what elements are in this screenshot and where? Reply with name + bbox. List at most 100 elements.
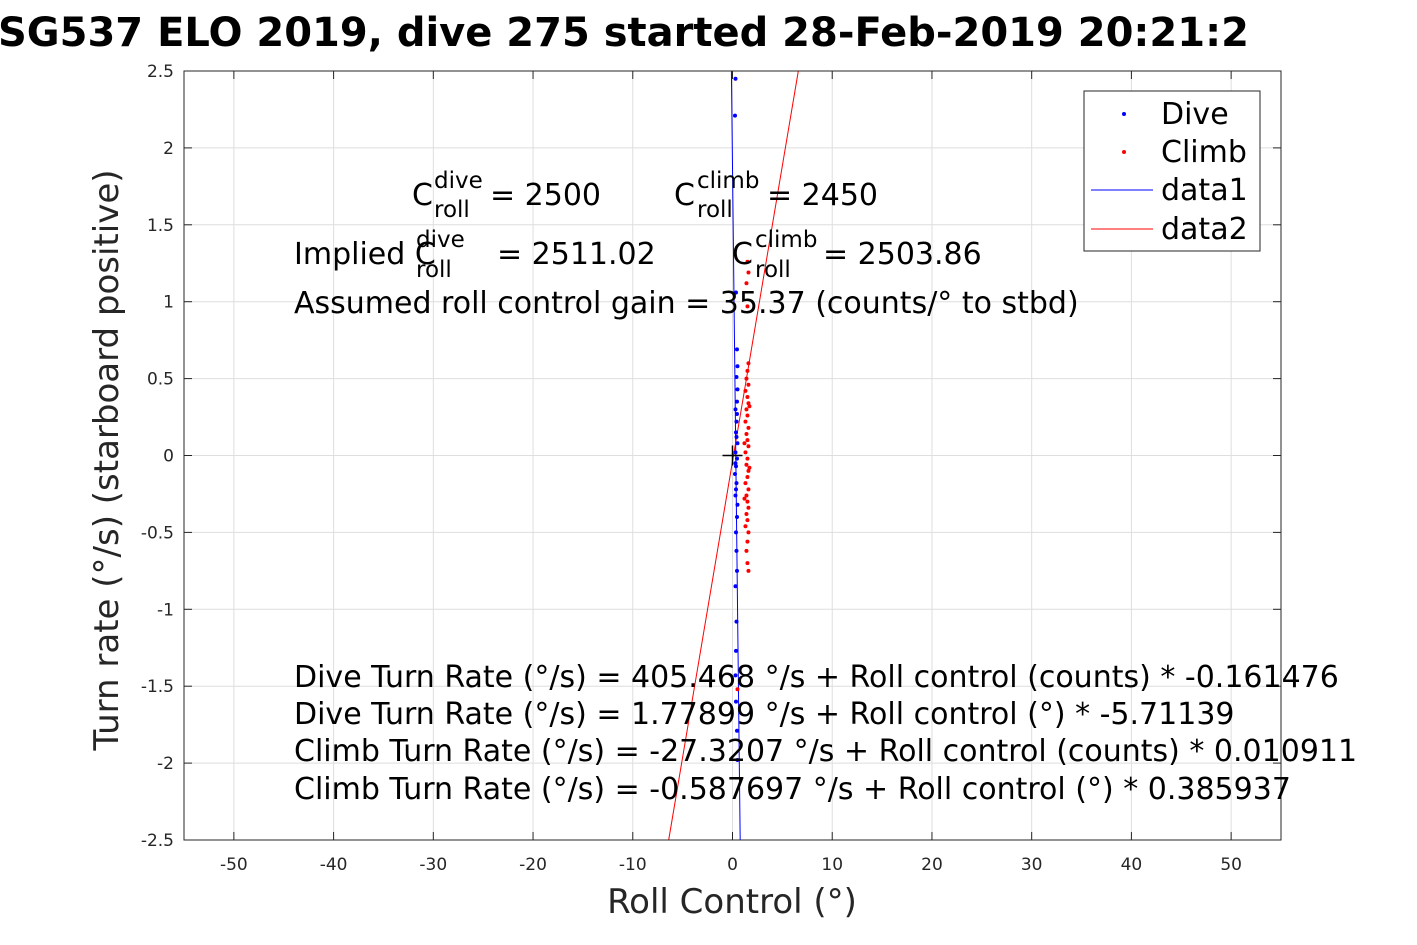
point-dive: [734, 728, 739, 733]
point-dive: [734, 399, 739, 404]
origin-marker: [722, 445, 743, 466]
point-climb: [744, 493, 749, 498]
c-dive-sup: dive: [434, 168, 483, 194]
point-climb: [745, 304, 750, 309]
point-dive: [733, 493, 738, 498]
point-dive: [733, 461, 738, 466]
point-dive: [734, 619, 739, 624]
point-climb: [745, 368, 750, 373]
point-climb: [746, 487, 751, 492]
annotation-c-climb: C climb roll = 2450: [674, 168, 878, 223]
point-climb: [746, 270, 751, 275]
annotation-eq2: Dive Turn Rate (°/s) = 1.77899 °/s + Rol…: [294, 697, 1235, 732]
point-climb: [746, 568, 751, 573]
point-climb: [746, 505, 751, 510]
point-climb: [744, 431, 749, 436]
legend-marker-dive: [1122, 112, 1126, 116]
implied-dive-value: = 2511.02: [497, 237, 656, 272]
point-dive: [734, 548, 739, 553]
point-climb: [745, 395, 750, 400]
legend-box: [1083, 90, 1261, 252]
point-climb: [743, 388, 748, 393]
point-climb: [745, 518, 750, 523]
x-tick-labels: -50 -40 -30 -20 -10 0 10 20 30 40 50: [220, 855, 1242, 875]
x-tick-label: -20: [519, 855, 547, 875]
point-dive: [733, 530, 738, 535]
point-climb: [743, 419, 748, 424]
point-dive: [734, 375, 739, 380]
point-climb: [744, 462, 749, 467]
point-climb: [745, 259, 750, 264]
point-dive: [734, 481, 739, 486]
point-dive: [733, 407, 738, 412]
point-dive: [732, 471, 737, 476]
y-tick-label: 0.5: [147, 370, 174, 390]
c-climb-value: = 2450: [767, 178, 878, 213]
implied-climb-value: = 2503.86: [823, 237, 982, 272]
implied-climb-sub: roll: [755, 257, 791, 283]
legend-label-data1: data1: [1161, 173, 1248, 208]
y-tick-label: 1.5: [147, 216, 174, 236]
x-tick-label: 30: [1021, 855, 1043, 875]
point-dive: [734, 435, 739, 440]
point-climb: [744, 511, 749, 516]
point-dive: [733, 584, 738, 589]
annotation-gain: Assumed roll control gain = 35.37 (count…: [294, 286, 1079, 321]
y-tick-label: -2.5: [141, 831, 174, 851]
y-tick-label: -2: [157, 754, 174, 774]
implied-climb-main: C: [732, 237, 753, 272]
y-tick-label: 0: [163, 447, 174, 467]
c-dive-sub: roll: [434, 197, 470, 223]
annotation-implied-dive: Implied C dive roll = 2511.02: [294, 227, 656, 283]
point-climb: [745, 413, 750, 418]
implied-dive-sub: roll: [416, 257, 452, 283]
point-dive: [734, 456, 739, 461]
annotation-eq3: Climb Turn Rate (°/s) = -27.3207 °/s + R…: [294, 734, 1357, 769]
x-tick-label: -30: [419, 855, 447, 875]
point-dive: [733, 450, 738, 455]
point-climb: [744, 407, 749, 412]
point-dive: [733, 673, 738, 678]
point-climb: [745, 561, 750, 566]
point-climb: [745, 438, 750, 443]
point-climb: [745, 475, 750, 480]
y-tick-label: 2: [163, 139, 174, 159]
point-dive: [733, 487, 738, 492]
x-tick-label: 40: [1121, 855, 1143, 875]
point-climb: [747, 465, 752, 470]
point-climb: [744, 376, 749, 381]
point-dive: [734, 568, 739, 573]
x-tick-label: -50: [220, 855, 248, 875]
implied-climb-sup: climb: [755, 227, 817, 253]
point-climb: [744, 281, 749, 286]
point-dive: [735, 502, 740, 507]
x-tick-label: 0: [727, 855, 738, 875]
x-axis-label: Roll Control (°): [607, 882, 857, 922]
point-climb: [744, 548, 749, 553]
point-climb: [742, 441, 747, 446]
annotation-implied-climb: C climb roll = 2503.86: [732, 227, 982, 283]
point-dive: [734, 347, 739, 352]
point-dive: [734, 419, 739, 424]
point-dive: [732, 113, 737, 118]
c-climb-sup: climb: [697, 168, 759, 194]
point-dive: [735, 441, 740, 446]
point-climb: [746, 401, 751, 406]
y-tick-label: -1: [157, 600, 174, 620]
x-tick-label: -10: [619, 855, 647, 875]
x-tick-label: 10: [821, 855, 843, 875]
legend-label-dive: Dive: [1161, 97, 1229, 132]
point-dive: [735, 364, 740, 369]
point-climb: [745, 456, 750, 461]
y-tick-label: 1: [163, 293, 174, 313]
point-climb: [735, 687, 740, 692]
point-climb: [745, 499, 750, 504]
point-climb: [746, 382, 751, 387]
point-climb: [746, 425, 751, 430]
y-axis-label: Turn rate (°/s) (starboard positive): [87, 169, 127, 751]
plot-frame: [183, 70, 1282, 841]
y-tick-labels: -2.5 -2 -1.5 -1 -0.5 0 0.5 1 1.5 2 2.5: [141, 62, 174, 851]
legend-label-climb: Climb: [1161, 135, 1247, 170]
point-climb: [746, 361, 751, 366]
